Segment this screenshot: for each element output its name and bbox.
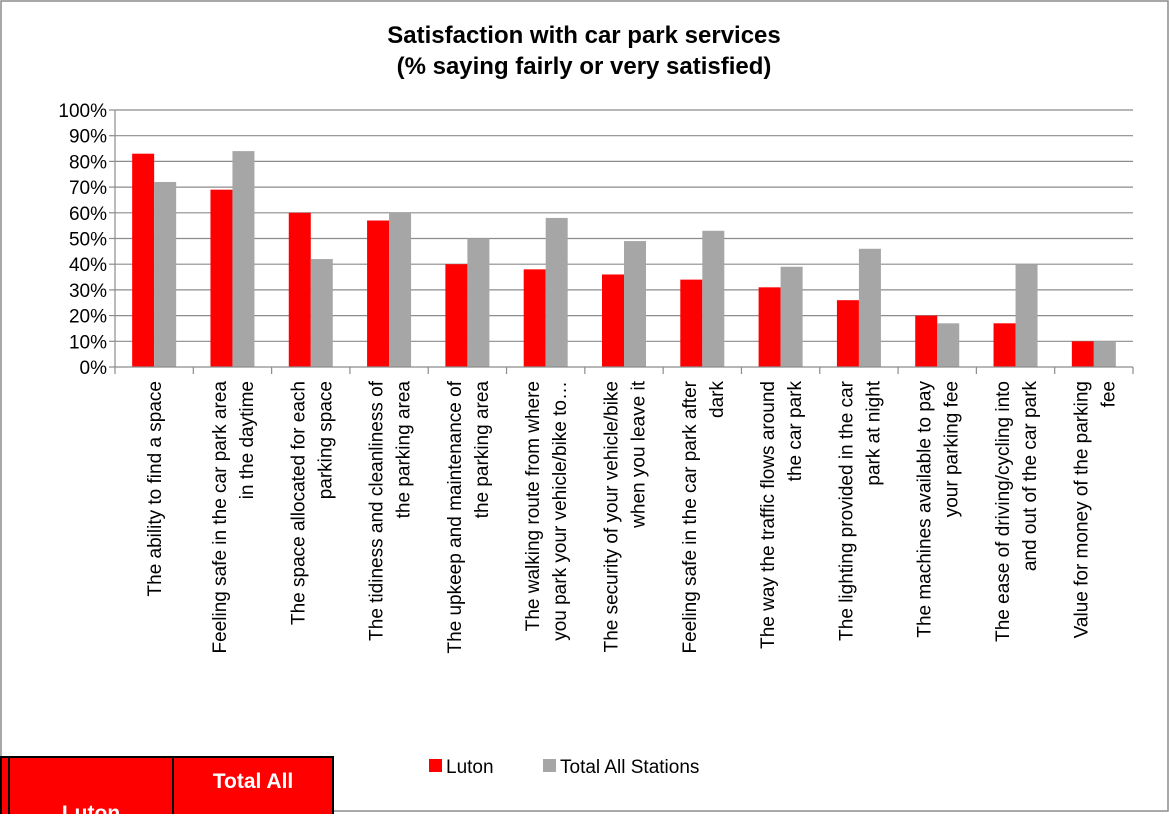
category-label: The machines available to pay xyxy=(915,381,936,638)
category-label: when you leave it xyxy=(629,380,650,529)
bar-total-9 xyxy=(780,266,803,367)
bar-total-10 xyxy=(858,248,881,367)
category-label: The ability to find a space xyxy=(145,381,166,596)
table-header-cell-blank xyxy=(2,758,10,814)
category-label: The walking route from where xyxy=(523,381,544,631)
y-tick-label: 60% xyxy=(69,204,107,225)
category-label: The tidiness and cleanliness of xyxy=(367,380,388,641)
bar-total-7 xyxy=(624,241,646,367)
bar-total-6 xyxy=(545,217,568,367)
y-tick-label: 20% xyxy=(69,307,107,328)
category-label: The security of your vehicle/bike xyxy=(602,381,623,652)
data-table-header: Luton Total All xyxy=(0,756,334,825)
category-label: in the daytime xyxy=(237,381,258,499)
table-header-cell-total: Total All xyxy=(174,758,332,814)
category-label: The upkeep and maintenance of xyxy=(445,380,466,653)
category-label: dark xyxy=(707,381,728,418)
category-label: and out of the car park xyxy=(1020,381,1041,572)
category-label: you park your vehicle/bike to… xyxy=(550,381,571,641)
legend-swatch-total xyxy=(543,759,556,772)
bar-luton-13 xyxy=(1071,341,1094,367)
table-header-cell-luton: Luton xyxy=(10,758,174,825)
category-label: Feeling safe in the car park after xyxy=(680,380,701,653)
bar-total-2 xyxy=(232,151,255,367)
bar-total-12 xyxy=(1015,264,1038,367)
y-tick-label: 80% xyxy=(69,152,107,173)
bars xyxy=(132,151,1116,367)
axes xyxy=(109,109,1134,374)
category-label: fee xyxy=(1098,381,1119,407)
bar-luton-3 xyxy=(288,212,311,367)
table-header-luton-text: Luton xyxy=(61,802,121,825)
gridlines xyxy=(115,109,1133,342)
bar-luton-6 xyxy=(523,269,546,367)
bar-luton-11 xyxy=(915,315,938,367)
bar-luton-4 xyxy=(367,220,390,367)
bar-total-11 xyxy=(937,323,960,367)
category-label: The space allocated for each xyxy=(288,381,309,625)
y-tick-label: 90% xyxy=(69,127,107,148)
category-label: your parking fee xyxy=(942,381,963,517)
category-label: The way the traffic flows around xyxy=(758,381,779,649)
bar-luton-2 xyxy=(210,189,233,367)
bar-luton-9 xyxy=(758,287,781,367)
bar-luton-1 xyxy=(132,153,155,367)
labels: Satisfaction with car park services (% sa… xyxy=(58,22,1119,778)
y-tick-label: 100% xyxy=(58,101,107,122)
category-label: the car park xyxy=(785,381,806,482)
legend-label-luton: Luton xyxy=(446,757,494,778)
bar-total-8 xyxy=(702,230,725,367)
category-label: Value for money of the parking xyxy=(1071,381,1092,638)
y-tick-label: 70% xyxy=(69,178,107,199)
bar-total-13 xyxy=(1093,341,1116,367)
bar-total-3 xyxy=(310,259,333,367)
y-tick-label: 40% xyxy=(69,255,107,276)
table-header-total-text: Total All xyxy=(212,770,294,793)
category-label: parking space xyxy=(315,381,336,499)
chart-title-line-2: (% saying fairly or very satisfied) xyxy=(397,53,772,80)
chart-title-line-1: Satisfaction with car park services xyxy=(387,22,781,49)
y-tick-label: 10% xyxy=(69,332,107,353)
category-label: the parking area xyxy=(472,381,493,519)
legend-label-total: Total All Stations xyxy=(560,757,699,778)
legend-swatch-luton xyxy=(429,759,442,772)
bar-total-5 xyxy=(467,238,490,367)
category-label: The ease of driving/cycling into xyxy=(993,381,1014,642)
category-label: The lighting provided in the car xyxy=(836,380,857,640)
y-tick-label: 50% xyxy=(69,230,107,251)
bar-luton-7 xyxy=(602,274,624,367)
category-label: Feeling safe in the car park area xyxy=(210,381,231,654)
category-label: park at night xyxy=(863,380,884,485)
bar-total-1 xyxy=(154,181,177,367)
y-tick-label: 30% xyxy=(69,281,107,302)
bar-luton-5 xyxy=(445,264,468,367)
category-label: the parking area xyxy=(394,381,415,519)
bar-total-4 xyxy=(389,212,412,367)
bar-luton-12 xyxy=(993,323,1016,367)
y-tick-label: 0% xyxy=(80,358,108,379)
bar-luton-10 xyxy=(836,300,859,367)
bar-luton-8 xyxy=(680,279,703,367)
